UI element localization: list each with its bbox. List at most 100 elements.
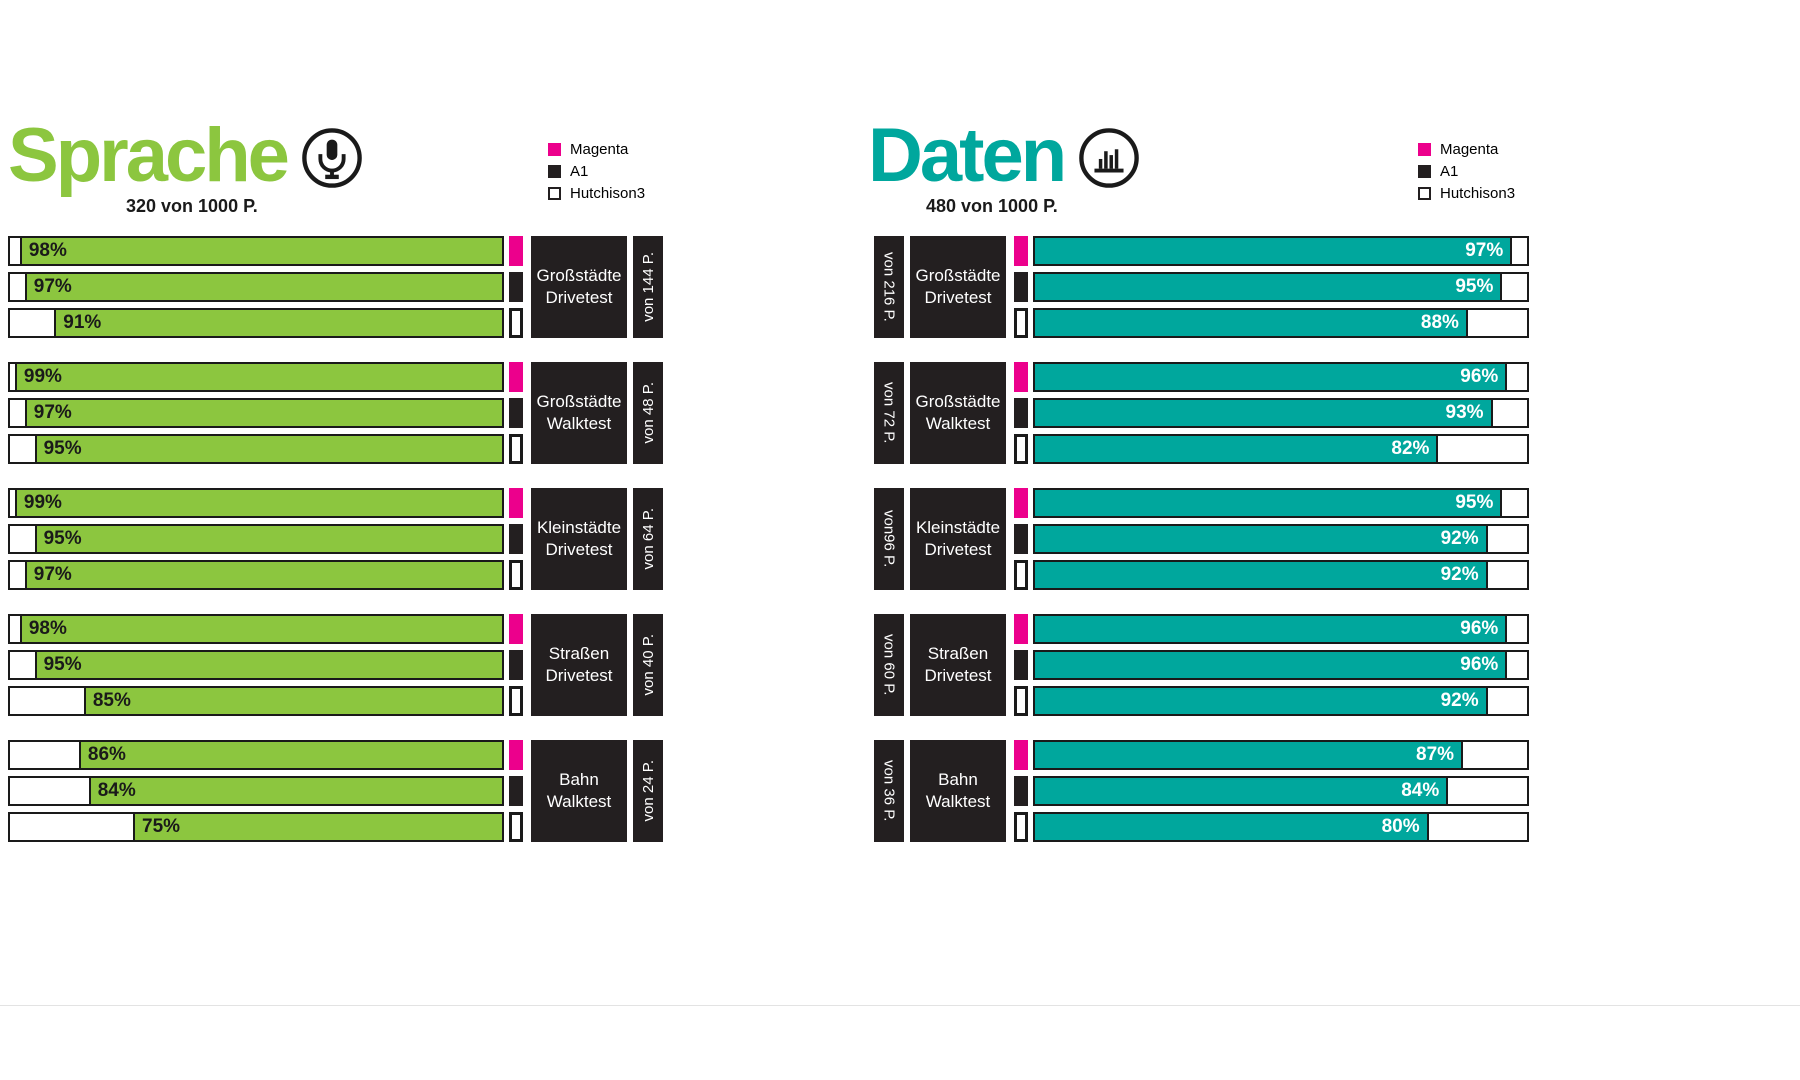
bar-row: 95% <box>8 650 523 680</box>
bar-row: 93% <box>1014 398 1529 428</box>
group-points-block: von 64 P. <box>633 488 663 590</box>
legend-label: Hutchison3 <box>570 185 646 202</box>
group-points-label: von 36 P. <box>880 760 898 822</box>
bar-fill: 84% <box>88 778 502 804</box>
bar-value-label: 97% <box>33 276 72 297</box>
bar-value-label: 95% <box>43 654 82 675</box>
microphone-icon <box>301 127 363 189</box>
group-label-block: Bahn Walktest <box>910 740 1006 842</box>
operator-marker-a1 <box>509 650 523 680</box>
bar-group: von 72 P. Großstädte Walktest 96% 93% 82% <box>874 362 1529 464</box>
bar-value-label: 84% <box>1401 780 1440 801</box>
group-label-line: Drivetest <box>545 540 613 559</box>
bar-value-label: 91% <box>63 312 102 333</box>
bar-fill: 91% <box>54 310 502 336</box>
bar-row: 84% <box>8 776 523 806</box>
group-label-line: Straßen <box>927 643 989 663</box>
bar-track: 96% <box>1033 650 1529 680</box>
bar-fill: 75% <box>133 814 502 840</box>
operator-marker-hutchison3 <box>509 434 523 464</box>
group-points-label: von 24 P. <box>639 760 657 822</box>
bar-fill: 97% <box>1035 238 1513 264</box>
operator-marker-hutchison3 <box>509 812 523 842</box>
group-label-block: Großstädte Walktest <box>910 362 1006 464</box>
group-label-block: Großstädte Drivetest <box>531 236 627 338</box>
data-chart-legend: Magenta A1 Hutchison3 <box>1418 141 1515 202</box>
group-label-line: Großstädte <box>915 391 1001 411</box>
bar-track: 95% <box>8 524 504 554</box>
bar-row: 95% <box>1014 488 1529 518</box>
bar-value-label: 97% <box>1465 240 1504 261</box>
voice-chart-title: Sprache <box>8 113 290 198</box>
bar-group: 86% 84% 75% Bahn Walktest von 24 P. <box>8 740 663 842</box>
bar-row: 95% <box>1014 272 1529 302</box>
group-points-block: von 40 P. <box>633 614 663 716</box>
bar-value-label: 95% <box>1455 276 1494 297</box>
bar-fill: 95% <box>1035 274 1503 300</box>
group-points-block: von 36 P. <box>874 740 904 842</box>
bar-fill: 80% <box>1035 814 1429 840</box>
bar-row: 92% <box>1014 560 1529 590</box>
group-points-block: von 144 P. <box>633 236 663 338</box>
bar-track: 97% <box>1033 236 1529 266</box>
bar-chart-icon <box>1078 127 1140 189</box>
group-label-line: Drivetest <box>924 666 992 685</box>
bar-row: 82% <box>1014 434 1529 464</box>
bar-fill: 96% <box>1035 652 1508 678</box>
group-points-label: von 216 P. <box>880 252 898 322</box>
group-points-label: von 64 P. <box>639 508 657 570</box>
bar-rows: 96% 93% 82% <box>1014 362 1529 464</box>
bar-fill: 88% <box>1035 310 1468 336</box>
operator-marker-hutchison3 <box>509 308 523 338</box>
operator-marker-hutchison3 <box>509 686 523 716</box>
bar-row: 87% <box>1014 740 1529 770</box>
bar-value-label: 99% <box>23 492 62 513</box>
bar-row: 86% <box>8 740 523 770</box>
bar-value-label: 95% <box>43 438 82 459</box>
bar-value-label: 92% <box>1440 690 1479 711</box>
legend-item-a1: A1 <box>1418 163 1515 180</box>
bar-fill: 99% <box>14 490 502 516</box>
bar-rows: 97% 95% 88% <box>1014 236 1529 338</box>
bar-track: 87% <box>1033 740 1529 770</box>
bottom-divider <box>0 1005 1800 1006</box>
bar-group: 99% 97% 95% Großstädte Walktest von 48 P. <box>8 362 663 464</box>
bar-track: 95% <box>1033 488 1529 518</box>
bar-track: 93% <box>1033 398 1529 428</box>
voice-chart-legend: Magenta A1 Hutchison3 <box>548 141 645 202</box>
bar-fill: 99% <box>14 364 502 390</box>
hutchison3-swatch-icon <box>1418 187 1431 200</box>
bar-row: 96% <box>1014 650 1529 680</box>
legend-item-magenta: Magenta <box>1418 141 1515 158</box>
bar-row: 97% <box>8 560 523 590</box>
operator-marker-magenta <box>1014 488 1028 518</box>
bar-group: von 216 P. Großstädte Drivetest 97% 95% 88% <box>874 236 1529 338</box>
bar-value-label: 93% <box>1445 402 1484 423</box>
bar-row: 98% <box>8 614 523 644</box>
bar-track: 85% <box>8 686 504 716</box>
operator-marker-a1 <box>509 272 523 302</box>
bar-rows: 98% 95% 85% <box>8 614 523 716</box>
operator-marker-magenta <box>509 362 523 392</box>
bar-value-label: 95% <box>43 528 82 549</box>
bar-fill: 97% <box>24 562 502 588</box>
bar-rows: 86% 84% 75% <box>8 740 523 842</box>
group-label-line: Drivetest <box>924 540 992 559</box>
operator-marker-hutchison3 <box>1014 686 1028 716</box>
bar-value-label: 96% <box>1460 618 1499 639</box>
bar-row: 88% <box>1014 308 1529 338</box>
bar-fill: 98% <box>19 238 502 264</box>
bar-track: 98% <box>8 236 504 266</box>
bar-value-label: 98% <box>28 240 67 261</box>
operator-marker-magenta <box>509 488 523 518</box>
bar-fill: 82% <box>1035 436 1439 462</box>
operator-marker-hutchison3 <box>1014 434 1028 464</box>
bar-fill: 97% <box>24 400 502 426</box>
bar-value-label: 99% <box>23 366 62 387</box>
operator-marker-magenta <box>1014 236 1028 266</box>
bar-fill: 86% <box>78 742 502 768</box>
operator-marker-a1 <box>509 524 523 554</box>
bar-fill: 97% <box>24 274 502 300</box>
bar-row: 92% <box>1014 686 1529 716</box>
bar-value-label: 92% <box>1440 528 1479 549</box>
